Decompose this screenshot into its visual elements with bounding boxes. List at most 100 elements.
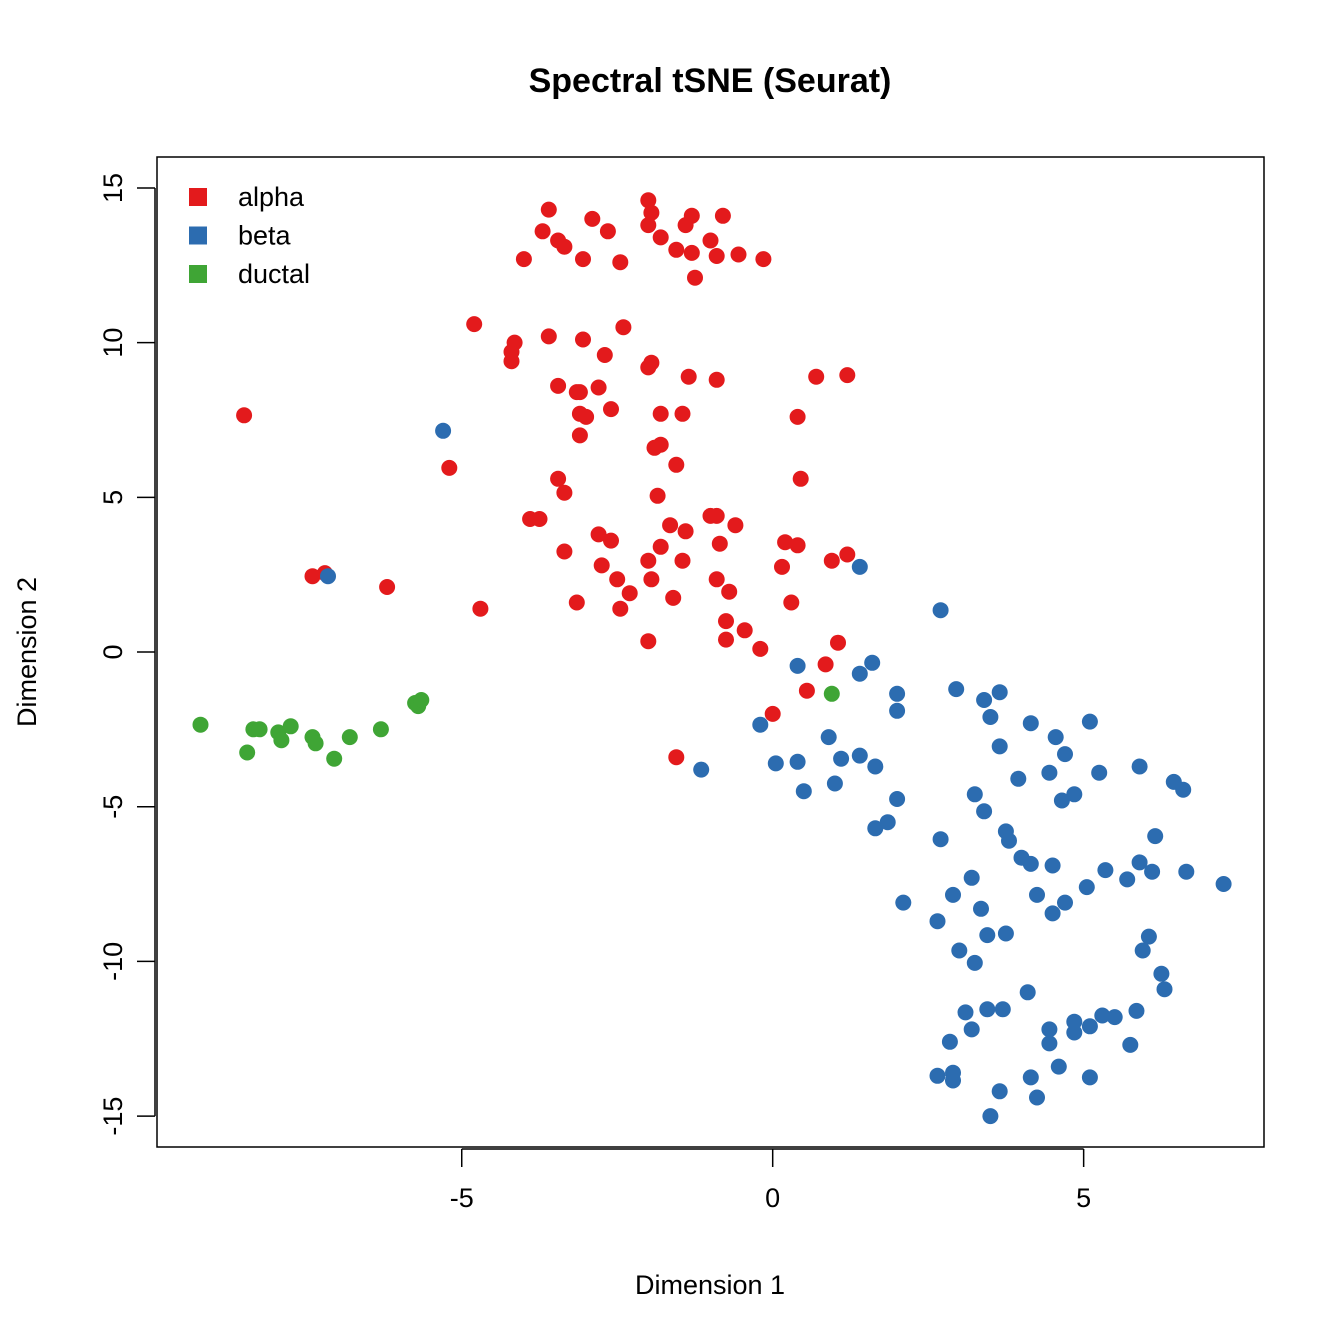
point-beta: [1047, 729, 1064, 746]
point-ductal: [273, 732, 290, 749]
legend-swatch-ductal: [189, 265, 207, 283]
point-beta: [1057, 894, 1073, 911]
point-beta: [1153, 965, 1170, 982]
point-beta: [932, 831, 949, 848]
legend: alpha beta ductal: [189, 182, 310, 289]
point-beta: [1134, 942, 1151, 959]
point-alpha: [649, 487, 666, 504]
point-alpha: [593, 557, 610, 574]
point-beta: [879, 814, 896, 831]
point-alpha: [777, 534, 794, 551]
point-alpha: [830, 634, 846, 651]
x-axis-label: Dimension 1: [635, 1270, 785, 1300]
point-alpha: [718, 631, 734, 648]
point-alpha: [683, 244, 700, 261]
point-beta: [867, 820, 884, 837]
point-beta: [929, 913, 946, 930]
point-beta: [991, 738, 1008, 755]
point-alpha: [764, 705, 781, 722]
point-alpha: [652, 538, 669, 555]
point-beta: [1156, 981, 1173, 998]
point-beta: [889, 702, 906, 719]
point-alpha: [792, 470, 809, 487]
point-alpha: [609, 571, 626, 588]
point-ductal: [307, 735, 324, 752]
legend-label-beta: beta: [238, 221, 292, 251]
point-alpha: [556, 543, 573, 560]
chart-title: Spectral tSNE (Seurat): [529, 62, 892, 100]
point-beta: [789, 657, 806, 674]
legend-swatch-beta: [189, 226, 207, 245]
point-alpha: [665, 589, 682, 606]
point-beta: [833, 750, 850, 767]
point-beta: [982, 1108, 999, 1125]
point-alpha: [708, 248, 725, 264]
point-alpha: [755, 251, 772, 268]
point-alpha: [718, 613, 734, 630]
x-tick-label: 5: [1076, 1183, 1091, 1213]
point-beta: [693, 761, 710, 778]
y-tick-label: 10: [98, 328, 128, 358]
point-alpha: [640, 552, 657, 569]
point-beta: [1022, 855, 1039, 872]
point-beta: [1081, 1069, 1098, 1086]
point-beta: [966, 954, 983, 971]
point-alpha: [590, 379, 607, 396]
point-alpha: [466, 316, 483, 333]
legend-label-alpha: alpha: [238, 182, 305, 212]
point-ductal: [326, 750, 343, 767]
point-ductal: [282, 718, 299, 735]
point-beta: [1097, 862, 1114, 879]
point-beta: [1050, 1058, 1067, 1075]
point-alpha: [711, 535, 728, 552]
point-beta: [1029, 1089, 1045, 1106]
point-alpha: [540, 201, 557, 218]
point-beta: [963, 869, 980, 886]
point-alpha: [652, 405, 669, 422]
point-beta: [320, 568, 336, 585]
point-alpha: [817, 656, 834, 673]
point-beta: [951, 942, 968, 959]
data-points: [192, 192, 1232, 1125]
point-alpha: [668, 456, 685, 473]
point-alpha: [677, 217, 694, 234]
point-beta: [767, 755, 784, 772]
point-alpha: [584, 210, 601, 227]
point-alpha: [515, 251, 532, 268]
point-alpha: [783, 594, 800, 611]
plot-area-frame: [156, 156, 1265, 1148]
point-beta: [1041, 764, 1058, 781]
point-beta: [945, 1072, 961, 1089]
point-alpha: [674, 552, 691, 569]
point-alpha: [236, 407, 253, 424]
y-tick-label: 5: [98, 490, 128, 505]
point-beta: [1029, 886, 1045, 903]
point-alpha: [798, 682, 815, 699]
point-beta: [966, 786, 983, 803]
point-beta: [1022, 1069, 1039, 1086]
point-beta: [1066, 786, 1083, 803]
series-alpha: [236, 192, 856, 766]
series-ductal: [192, 685, 840, 767]
point-alpha: [603, 401, 619, 418]
point-beta: [1081, 1018, 1098, 1035]
point-beta: [820, 729, 837, 746]
point-beta: [963, 1021, 980, 1038]
point-alpha: [571, 384, 588, 401]
point-beta: [976, 803, 993, 820]
point-alpha: [612, 600, 629, 617]
point-beta: [1041, 1021, 1058, 1038]
point-beta: [979, 927, 996, 944]
point-beta: [1041, 1035, 1058, 1052]
y-tick-label: 15: [98, 173, 128, 203]
point-alpha: [730, 246, 747, 263]
point-beta: [945, 886, 961, 903]
point-beta: [795, 783, 812, 800]
y-axis: -15 -10 -5 0 5 10 15: [98, 173, 156, 1136]
point-beta: [1044, 905, 1061, 922]
point-beta: [1106, 1009, 1123, 1026]
point-alpha: [441, 459, 458, 476]
point-alpha: [823, 552, 840, 569]
point-alpha: [531, 511, 548, 527]
point-alpha: [808, 368, 825, 385]
